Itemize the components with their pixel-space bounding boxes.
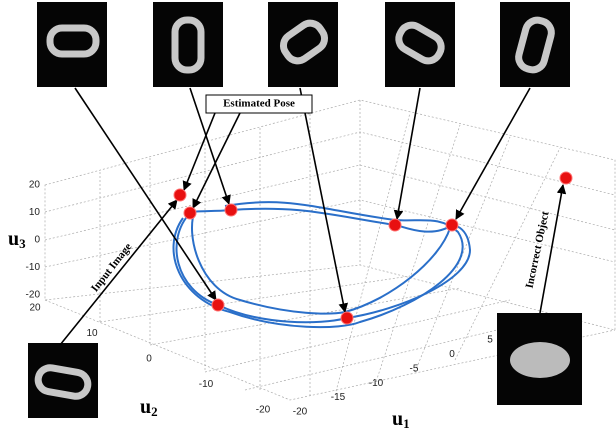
tick-label: 0 (146, 354, 152, 365)
estimated-pose-label: Estimated Pose (223, 98, 295, 110)
tick-label: -10 (369, 378, 384, 389)
u3-label: u3 (8, 228, 26, 251)
tick-label: -10 (199, 379, 214, 390)
incorrect-object-label: Incorrect Object (524, 210, 552, 289)
tick-label: 5 (487, 335, 493, 346)
figure: Estimated Pose Input Image Incorrect Obj… (0, 0, 616, 437)
tick-label: 10 (29, 207, 41, 218)
arrows (60, 88, 563, 345)
tick-label: -15 (331, 392, 346, 403)
tick-label: -20 (26, 290, 41, 301)
tick-label: 0 (34, 235, 40, 246)
input-image-label: Input Image (89, 241, 134, 294)
tick-label: -20 (256, 405, 271, 416)
u2-label: u2 (140, 396, 158, 419)
tick-label: 20 (29, 303, 41, 314)
tick-label: -10 (26, 262, 41, 273)
tick-label: 20 (29, 180, 41, 191)
tick-label: -20 (293, 407, 308, 418)
tick-label: 10 (86, 328, 98, 339)
tick-label: 0 (449, 349, 455, 360)
tick-label: -5 (410, 363, 419, 374)
u1-label: u1 (392, 408, 410, 431)
